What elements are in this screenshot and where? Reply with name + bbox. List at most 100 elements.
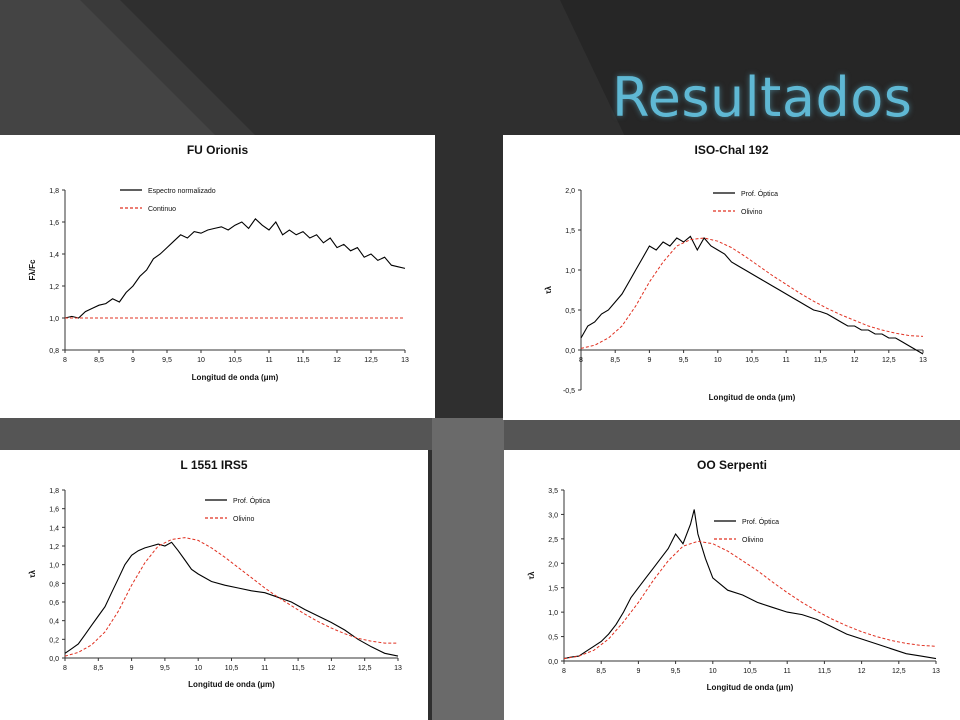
x-axis-label: Longitud de onda (μm): [188, 680, 275, 689]
x-tick-label: 13: [919, 357, 927, 364]
x-tick-label: 10,5: [745, 357, 759, 364]
y-tick-label: 1,2: [49, 544, 59, 551]
x-tick-label: 10,5: [743, 668, 757, 675]
y-tick-label: 1,8: [49, 488, 59, 495]
legend-label: Prof. Óptica: [741, 189, 778, 198]
x-tick-label: 11: [784, 668, 791, 675]
y-tick-label: 1,6: [49, 507, 59, 514]
y-tick-label: 0,4: [49, 619, 59, 626]
series-line-0: [64, 541, 399, 657]
x-tick-label: 9: [130, 665, 134, 672]
y-tick-label: 1,4: [49, 252, 59, 259]
series-line-0: [64, 217, 406, 319]
chart-panel-fu-orionis: FU Orionis 0,8 1,0 1,2 1,4 1,6 1,8 8 8,5 9 9,5 10 1…: [0, 135, 435, 418]
x-tick-label: 8: [579, 357, 583, 364]
x-tick-label: 12: [858, 668, 866, 675]
series-line-1: [580, 237, 924, 349]
legend-label: Espectro normalizado: [148, 188, 216, 195]
x-tick-label: 13: [401, 357, 409, 364]
x-axis-label: Longitud de onda (μm): [709, 393, 796, 402]
y-tick-label: 0,8: [49, 581, 59, 588]
y-tick-label: 0,2: [49, 637, 59, 644]
chart-title: L 1551 IRS5: [180, 458, 248, 472]
x-tick-label: 9: [647, 357, 651, 364]
chart-fu-orionis: 0,8 1,0 1,2 1,4 1,6 1,8 8 8,5 9 9,5 10 10,5 11 11,5 12…: [28, 188, 409, 382]
chart-oo-serpenti: 0,0 0,5 1,0 1,5 2,0 2,5 3,0 3,5 8 8,5 9 9,5 10 10,5 11…: [527, 488, 940, 692]
y-tick-label: 2,5: [548, 537, 558, 544]
y-tick-label: 1,0: [548, 610, 558, 617]
x-tick-label: 8: [63, 357, 67, 364]
legend-label: Prof. Óptica: [742, 517, 779, 526]
slide-title: Resultados: [612, 66, 913, 129]
x-axis-label: Longitud de onda (μm): [192, 373, 279, 382]
x-tick-label: 13: [932, 668, 940, 675]
chart-title: FU Orionis: [186, 143, 249, 157]
x-tick-label: 8,5: [610, 357, 620, 364]
y-tick-label: 2,0: [565, 188, 575, 195]
series-line-1: [64, 537, 398, 657]
chart-panel-l1551-irs5: L 1551 IRS5 0,0 0,2 0,4 0,6 0,8 1,0 1,2 1,4 1,6 1…: [0, 450, 428, 720]
x-tick-label: 9,5: [679, 357, 689, 364]
x-tick-label: 9,5: [162, 357, 172, 364]
y-tick-label: 0,5: [548, 635, 558, 642]
y-tick-label: 0,0: [49, 656, 59, 663]
legend-label: Continuo: [148, 206, 176, 213]
y-tick-label: 3,0: [548, 512, 558, 519]
chart-l1551-irs5: 0,0 0,2 0,4 0,6 0,8 1,0 1,2 1,4 1,6 1,8 8 8,5 9 9,5 10…: [28, 488, 402, 689]
y-axis-label: Fλ/Fc: [28, 259, 37, 280]
x-tick-label: 8: [562, 668, 566, 675]
x-tick-label: 9,5: [160, 665, 170, 672]
y-tick-label: 1,0: [49, 316, 59, 323]
x-tick-label: 10,5: [228, 357, 242, 364]
y-tick-label: 1,2: [49, 284, 59, 291]
y-tick-label: 1,0: [49, 563, 59, 570]
x-tick-label: 12: [851, 357, 859, 364]
y-axis-label: τλ: [28, 569, 37, 578]
series-line-0: [563, 509, 937, 660]
chart-title: OO Serpenti: [696, 458, 767, 472]
x-tick-label: 8,5: [94, 357, 104, 364]
x-tick-label: 11,5: [814, 357, 827, 364]
y-tick-label: 1,5: [565, 228, 575, 235]
series-line-1: [563, 540, 937, 660]
legend-label: Olivino: [233, 516, 255, 523]
x-tick-label: 8,5: [596, 668, 606, 675]
x-tick-label: 11,5: [296, 357, 309, 364]
x-tick-label: 11,5: [818, 668, 831, 675]
y-axis-label: τλ: [527, 571, 536, 580]
x-tick-label: 10: [714, 357, 722, 364]
chart-panel-oo-serpenti: OO Serpenti 0,0 0,5 1,0 1,5 2,0 2,5 3,0 3,5 8 8,5…: [504, 450, 960, 720]
x-tick-label: 10,5: [225, 665, 239, 672]
x-tick-label: 13: [394, 665, 402, 672]
x-tick-label: 11: [261, 665, 268, 672]
x-tick-label: 11: [783, 357, 790, 364]
x-tick-label: 10: [194, 665, 202, 672]
y-tick-label: 0,6: [49, 600, 59, 607]
x-tick-label: 12,5: [364, 357, 378, 364]
series-line-0: [580, 235, 924, 355]
y-tick-label: 0,8: [49, 348, 59, 355]
x-tick-label: 8,5: [93, 665, 103, 672]
x-tick-label: 9,5: [671, 668, 681, 675]
y-tick-label: 3,5: [548, 488, 558, 495]
x-tick-label: 12,5: [892, 668, 906, 675]
x-tick-label: 11,5: [292, 665, 305, 672]
x-tick-label: 8: [63, 665, 67, 672]
x-axis-label: Longitud de onda (μm): [707, 683, 794, 692]
y-tick-label: 1,6: [49, 220, 59, 227]
y-tick-label: 0,0: [565, 348, 575, 355]
legend-label: Prof. Óptica: [233, 496, 270, 505]
y-tick-label: 0,5: [565, 308, 575, 315]
x-tick-label: 12: [328, 665, 336, 672]
x-tick-label: 12,5: [882, 357, 896, 364]
x-tick-label: 12,5: [358, 665, 372, 672]
y-tick-label: 1,5: [548, 586, 558, 593]
y-tick-label: 0,0: [548, 659, 558, 666]
chart-panel-iso-chal-192: ISO-Chal 192 -0,5 0,0 0,5 1,0 1,5 2,0 8 8,5 9 9,5…: [503, 135, 960, 420]
x-tick-label: 9: [636, 668, 640, 675]
chart-title: ISO-Chal 192: [694, 143, 769, 157]
y-tick-label: 2,0: [548, 561, 558, 568]
legend-label: Olivino: [742, 537, 764, 544]
chart-iso-chal-192: -0,5 0,0 0,5 1,0 1,5 2,0 8 8,5 9 9,5 10 10,5 11 11,5 1…: [544, 188, 927, 402]
x-tick-label: 10: [197, 357, 205, 364]
